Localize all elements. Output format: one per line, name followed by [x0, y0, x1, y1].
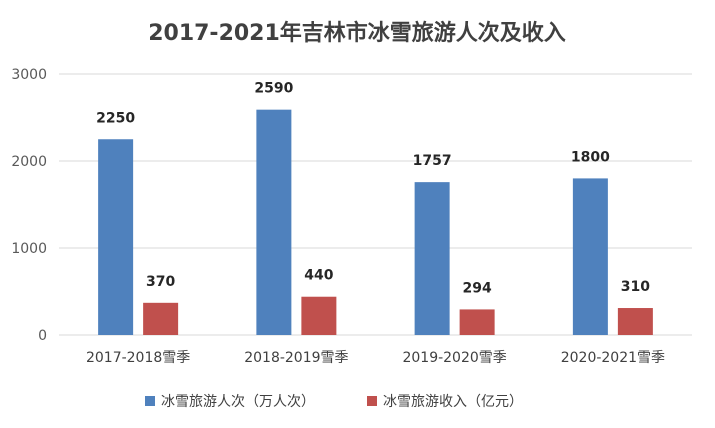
bar-visitors [256, 109, 292, 335]
data-label: 370 [146, 274, 175, 290]
legend-label: 冰雪旅游收入（亿元） [383, 394, 523, 410]
y-tick-label: 2000 [11, 154, 47, 170]
data-label: 294 [463, 280, 492, 296]
data-label: 2590 [254, 81, 293, 97]
y-axis-labels: 0 1000 2000 3000 [11, 67, 47, 344]
bar-visitors [572, 178, 608, 335]
bar-revenue [301, 296, 337, 335]
bar-revenue [617, 308, 653, 335]
data-labels: 2250 370 2590 440 1757 294 1800 310 [96, 81, 650, 297]
legend-swatch [145, 396, 155, 406]
y-tick-label: 1000 [11, 241, 47, 257]
category-label: 2020-2021雪季 [561, 350, 665, 366]
legend-label: 冰雪旅游人次（万人次） [161, 394, 315, 410]
legend-swatch [367, 396, 377, 406]
data-label: 310 [621, 279, 650, 295]
bars [98, 109, 653, 335]
category-labels: 2017-2018雪季 2018-2019雪季 2019-2020雪季 2020-20… [86, 350, 665, 366]
y-tick-label: 3000 [11, 67, 47, 83]
chart-title: 2017-2021年吉林市冰雪旅游人次及收入 [148, 20, 566, 46]
data-label: 440 [304, 268, 333, 284]
bar-revenue [459, 309, 495, 335]
category-label: 2017-2018雪季 [86, 350, 190, 366]
y-tick-label: 0 [38, 328, 47, 344]
bar-visitors [414, 182, 450, 335]
data-label: 1757 [413, 153, 452, 169]
bar-revenue [143, 302, 179, 335]
category-label: 2018-2019雪季 [244, 350, 348, 366]
data-label: 1800 [571, 149, 610, 165]
data-label: 2250 [96, 110, 135, 126]
bar-visitors [98, 139, 134, 335]
legend: 冰雪旅游人次（万人次） 冰雪旅游收入（亿元） [145, 394, 523, 410]
category-label: 2019-2020雪季 [402, 350, 506, 366]
